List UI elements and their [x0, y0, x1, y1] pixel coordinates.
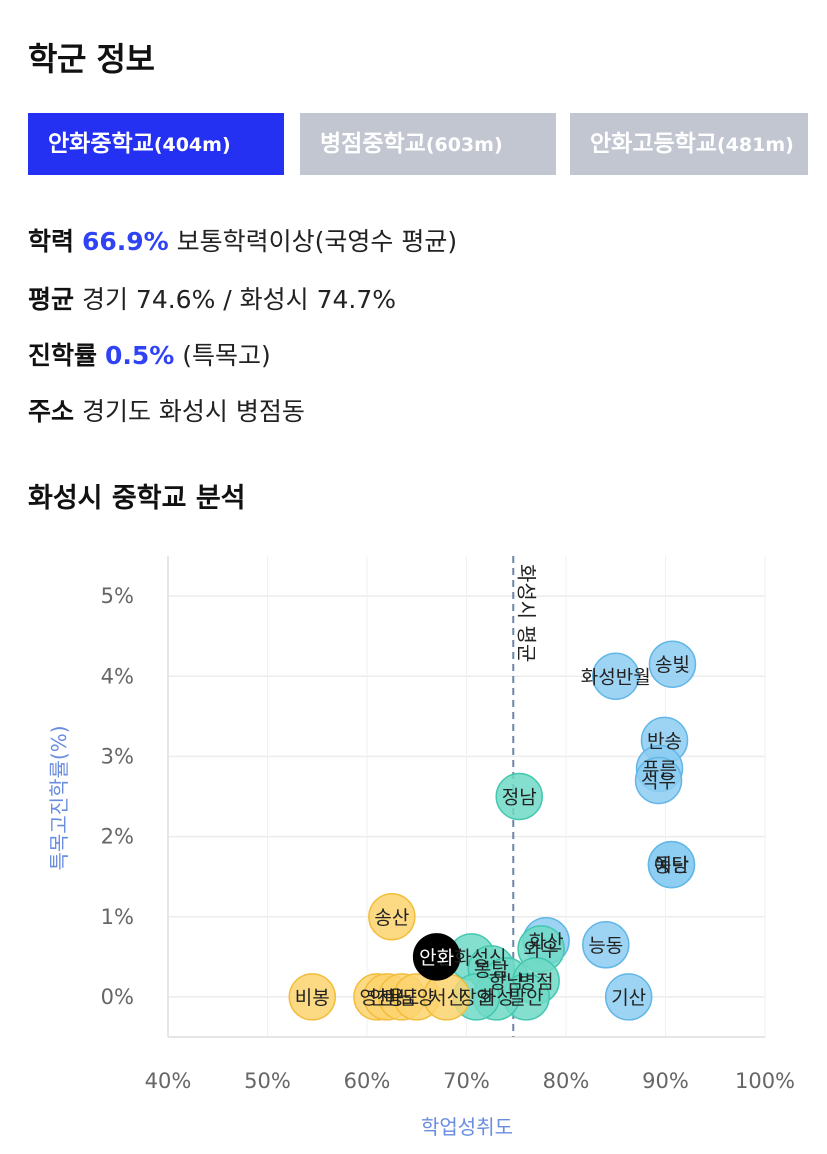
- chart-axes: 0% 1% 2% 3% 4% 5% 40% 50% 60% 70% 80% 90% 100%: [101, 556, 795, 1093]
- info-academic-label: 학력: [28, 227, 75, 256]
- x-tick-label: 50%: [244, 1069, 291, 1093]
- y-axis-title: 특목고진학률(%): [47, 725, 71, 870]
- x-tick-label: 60%: [344, 1069, 391, 1093]
- bubble-label-예당: 예당: [654, 855, 689, 877]
- info-academic-suffix: 보통학력이상(국영수 평균): [176, 227, 458, 256]
- x-tick-label: 40%: [145, 1069, 192, 1093]
- bubble-능동[interactable]: [582, 921, 630, 969]
- bubble-label-향남: 향남: [489, 971, 524, 993]
- bubble-label-와우: 와우: [524, 939, 559, 961]
- bubble-송빛[interactable]: [648, 640, 697, 688]
- bubble-label-영천: 영천: [359, 987, 394, 1009]
- bubble-비봉[interactable]: [288, 973, 337, 1021]
- bubble-label-봉담: 봉담: [474, 959, 509, 981]
- y-tick-label: 5%: [101, 584, 134, 608]
- bubble-label-푸른: 푸른: [642, 758, 677, 780]
- info-address-text: 경기도 화성시 병점동: [81, 397, 305, 426]
- bubble-label-안화: 안화: [419, 947, 454, 969]
- bubble-label-남양: 남양: [399, 987, 434, 1009]
- info-advancement: 진학률 0.5% (특목고): [28, 336, 271, 372]
- tab-school-1-name: 안화중학교: [48, 131, 154, 157]
- info-average: 평균 경기 74.6% / 화성시 74.7%: [28, 280, 396, 316]
- info-advancement-label: 진학률: [28, 341, 98, 370]
- tab-school-1-distance: (404m): [153, 134, 231, 156]
- info-academic: 학력 66.9% 보통학력이상(국영수 평균): [28, 222, 457, 258]
- bubble-label-화산: 화산: [529, 931, 564, 953]
- bubble-label-기산: 기산: [611, 987, 646, 1009]
- bubble-label-안화성신: 안화성신: [437, 947, 507, 969]
- tab-school-3-name: 안화고등학교: [590, 131, 717, 157]
- bubble-화성반월[interactable]: [592, 652, 640, 700]
- y-tick-label: 3%: [101, 744, 134, 768]
- bubble-label-발안: 발안: [509, 987, 544, 1009]
- bubble-label-동탄: 동탄: [654, 855, 689, 877]
- info-advancement-suffix: (특목고): [182, 341, 271, 370]
- chart-bubbles: [288, 640, 697, 1021]
- section-title-school-info: 학군 정보: [28, 40, 155, 78]
- bubble-label-석우: 석우: [641, 770, 676, 792]
- average-line-label: 화성시 평균: [514, 564, 538, 662]
- bubble-안화[interactable]: [412, 933, 461, 981]
- bubble-label-능동: 능동: [588, 935, 623, 957]
- tab-school-2-distance: (603m): [425, 134, 503, 156]
- info-address-label: 주소: [28, 397, 75, 426]
- info-average-label: 평균: [28, 285, 75, 314]
- bubble-label-서신: 서신: [429, 987, 464, 1009]
- tab-school-2-name: 병점중학교: [320, 131, 426, 157]
- section-title-analysis: 화성시 중학교 분석: [28, 483, 246, 514]
- bubble-label-장안: 장안: [459, 987, 494, 1009]
- x-tick-label: 80%: [543, 1069, 590, 1093]
- tab-school-3[interactable]: 안화고등학교(481m): [570, 113, 808, 175]
- bubble-송산[interactable]: [368, 893, 416, 941]
- x-tick-label: 70%: [443, 1069, 490, 1093]
- scatter-chart: 0% 1% 2% 3% 4% 5% 40% 50% 60% 70% 80% 90% 100% 화성시 평…: [47, 556, 795, 1139]
- bubble-정남[interactable]: [495, 772, 543, 821]
- bubble-label-반송: 반송: [647, 730, 682, 752]
- x-axis-title: 학업성취도: [421, 1115, 513, 1139]
- bubble-label-송빛: 송빛: [655, 654, 690, 676]
- bubble-기산[interactable]: [604, 973, 653, 1021]
- info-academic-value: 66.9%: [81, 227, 169, 256]
- info-advancement-value: 0.5%: [104, 341, 175, 370]
- tab-school-1[interactable]: 안화중학교(404m): [28, 113, 284, 175]
- bubble-label-비봉: 비봉: [295, 987, 330, 1009]
- info-average-text: 경기 74.6% / 화성시 74.7%: [81, 285, 397, 314]
- bubble-label-병점: 병점: [519, 971, 554, 993]
- y-tick-label: 1%: [101, 905, 134, 929]
- y-tick-label: 0%: [101, 985, 134, 1009]
- y-tick-label: 4%: [101, 664, 134, 688]
- tab-school-3-distance: (481m): [716, 134, 794, 156]
- school-tabs: 안화중학교(404m) 병점중학교(603m) 안화고등학교(481m): [28, 113, 808, 175]
- bubble-label-송산: 송산: [374, 907, 409, 929]
- tab-school-2[interactable]: 병점중학교(603m): [300, 113, 556, 175]
- bubble-label-마도: 마도: [384, 987, 419, 1009]
- info-address: 주소 경기도 화성시 병점동: [28, 392, 305, 428]
- bubble-석우[interactable]: [634, 756, 683, 805]
- y-tick-label: 2%: [101, 825, 134, 849]
- bubble-예당[interactable]: [647, 840, 696, 889]
- x-tick-label: 90%: [642, 1069, 689, 1093]
- bubble-label-정남: 정남: [502, 787, 537, 809]
- bubble-label-안용: 안용: [369, 987, 404, 1009]
- bubble-label-화성반월: 화성반월: [581, 666, 651, 688]
- bubble-label-화성: 화성: [479, 987, 514, 1009]
- x-tick-label: 100%: [735, 1069, 795, 1093]
